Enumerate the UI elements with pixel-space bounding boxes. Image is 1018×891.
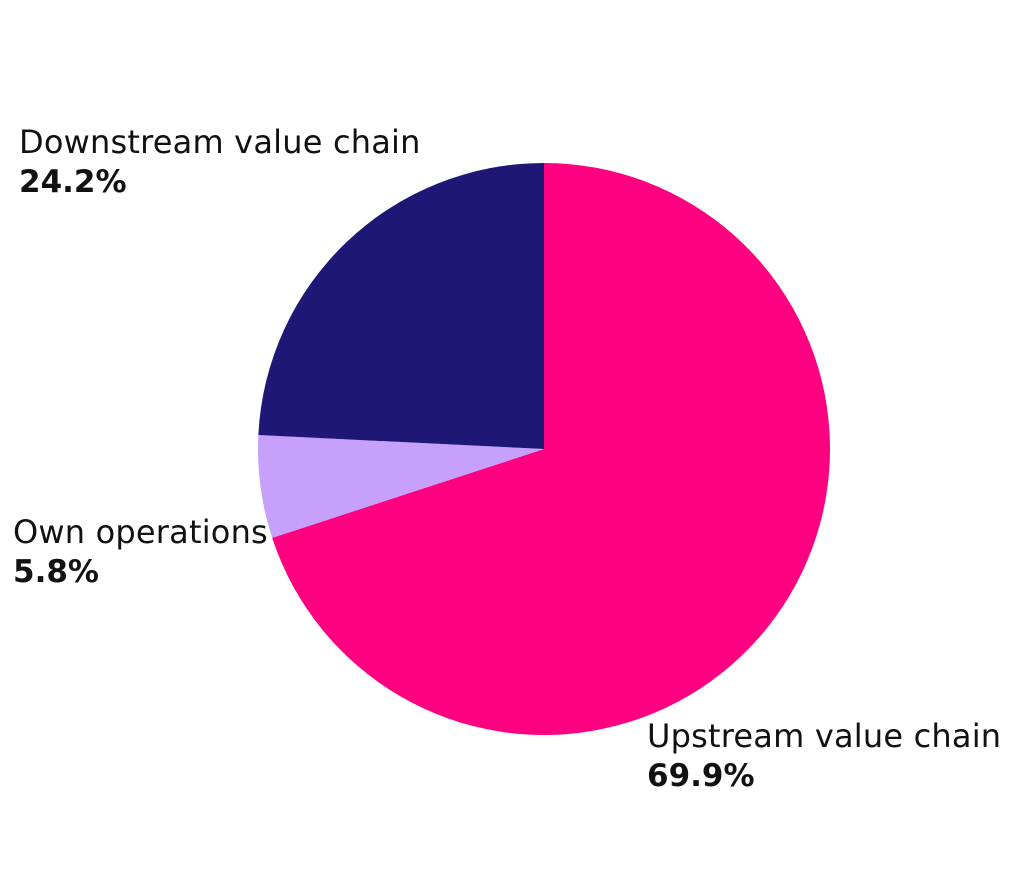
slice-label-name: Downstream value chain xyxy=(19,123,421,161)
pie-slices xyxy=(258,163,831,736)
slice-label-name: Upstream value chain xyxy=(647,717,1002,755)
slice-label-percent: 24.2% xyxy=(19,163,127,200)
label-own-operations: Own operations 5.8% xyxy=(13,514,268,590)
label-upstream-value-chain: Upstream value chain 69.9% xyxy=(647,718,1001,794)
slice-label-name: Own operations xyxy=(13,513,268,551)
pie-slice-own xyxy=(258,435,544,538)
label-downstream-value-chain: Downstream value chain 24.2% xyxy=(19,124,421,200)
slice-label-percent: 69.9% xyxy=(647,757,755,794)
pie-slice-downstream xyxy=(258,163,544,449)
slice-label-percent: 5.8% xyxy=(13,553,99,590)
pie-slice-upstream xyxy=(272,163,831,736)
